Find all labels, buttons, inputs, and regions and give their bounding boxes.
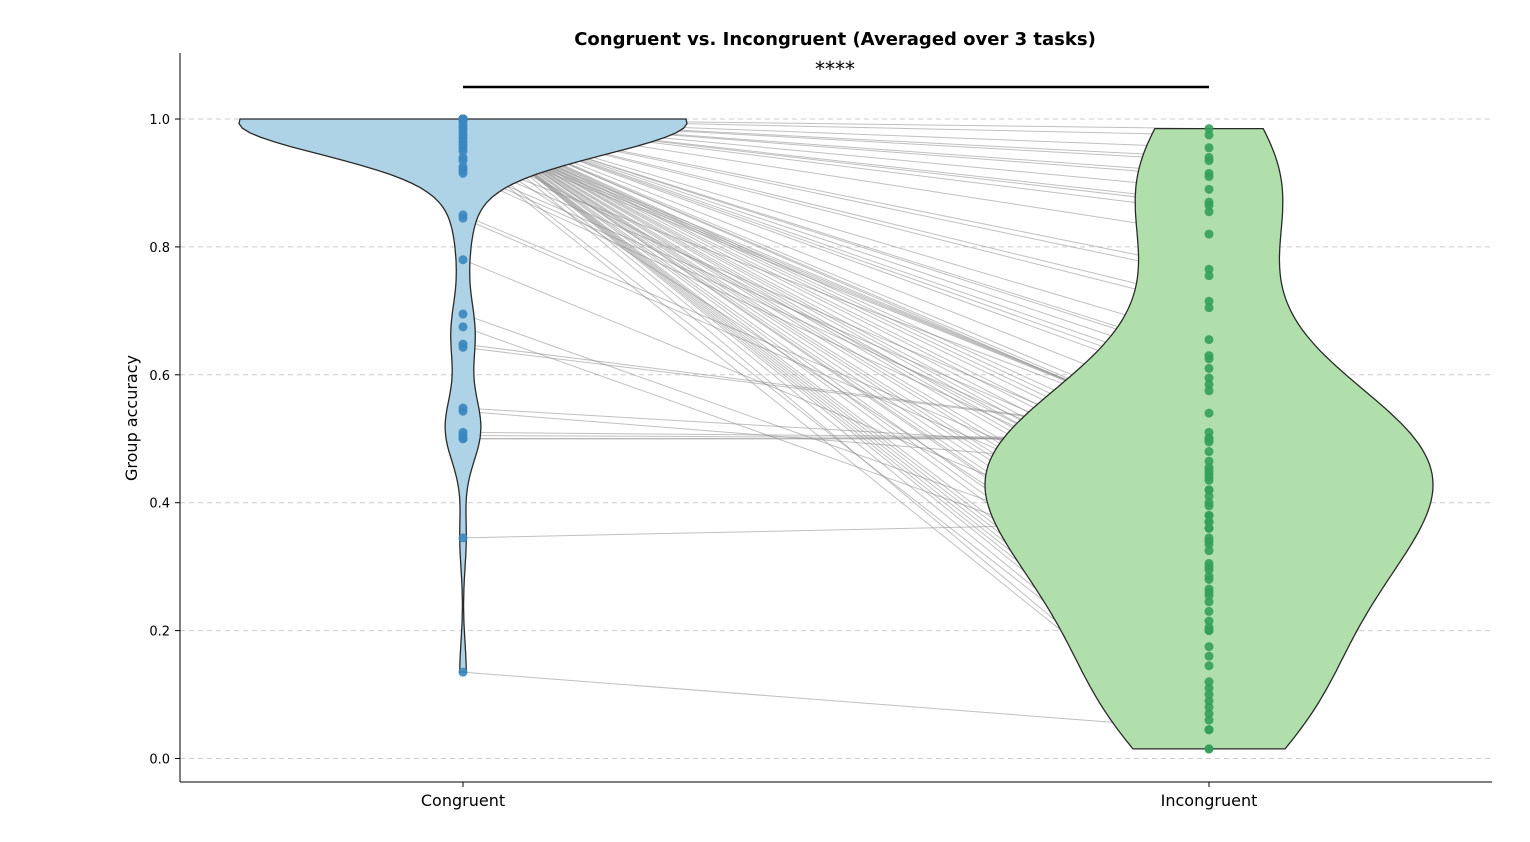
point-incongruent (1204, 536, 1214, 546)
pair-line (462, 118, 1210, 385)
point-incongruent (1204, 510, 1214, 520)
axes (175, 53, 1492, 787)
point-incongruent (1204, 606, 1214, 616)
pair-line (462, 118, 1210, 392)
point-incongruent (1204, 156, 1214, 166)
pair-line (462, 118, 1210, 369)
point-incongruent (1204, 491, 1214, 501)
point-incongruent (1204, 447, 1214, 457)
pair-line (462, 671, 1210, 731)
point-congruent (458, 342, 468, 352)
point-incongruent (1204, 597, 1214, 607)
point-incongruent (1204, 725, 1214, 735)
point-incongruent (1204, 264, 1214, 274)
point-congruent (458, 146, 468, 156)
point-incongruent (1204, 427, 1214, 437)
point-incongruent (1204, 546, 1214, 556)
point-incongruent (1204, 379, 1214, 389)
point-congruent (458, 667, 468, 677)
point-congruent (458, 406, 468, 416)
point-incongruent (1204, 498, 1214, 508)
point-incongruent (1204, 229, 1214, 239)
point-incongruent (1204, 651, 1214, 661)
point-incongruent (1204, 485, 1214, 495)
point-incongruent (1204, 616, 1214, 626)
point-incongruent (1204, 143, 1214, 153)
point-incongruent (1204, 574, 1214, 584)
violin-congruent (238, 118, 688, 673)
pair-line (462, 118, 1210, 379)
significance-label: **** (815, 57, 855, 81)
point-incongruent (1204, 517, 1214, 527)
point-incongruent (1204, 642, 1214, 652)
point-congruent (458, 255, 468, 265)
y-tick-label: 0.0 (149, 753, 170, 768)
x-tick-label-congruent: Congruent (421, 791, 505, 810)
point-incongruent (1204, 587, 1214, 597)
point-incongruent (1204, 715, 1214, 725)
point-congruent (458, 213, 468, 223)
y-axis-label: Group accuracy (122, 355, 141, 481)
point-congruent (458, 322, 468, 332)
point-incongruent (1204, 172, 1214, 182)
point-congruent (458, 156, 468, 166)
data-points (458, 114, 1214, 754)
point-incongruent (1204, 661, 1214, 671)
y-tick-label: 0.8 (149, 241, 170, 256)
y-tick-label: 0.4 (149, 497, 170, 512)
point-incongruent (1204, 683, 1214, 693)
point-incongruent (1204, 677, 1214, 687)
point-congruent (458, 168, 468, 178)
point-congruent (458, 434, 468, 444)
y-tick-label: 1.0 (149, 113, 170, 128)
point-incongruent (1204, 363, 1214, 373)
point-incongruent (1204, 696, 1214, 706)
tick-labels: 0.0 0.2 0.4 0.6 0.8 1.0 Congruent Incongruent (149, 113, 1257, 810)
point-incongruent (1204, 562, 1214, 572)
point-incongruent (1204, 184, 1214, 194)
y-tick-label: 0.2 (149, 625, 170, 640)
point-incongruent (1204, 466, 1214, 476)
point-incongruent (1204, 702, 1214, 712)
point-incongruent (1204, 456, 1214, 466)
point-incongruent (1204, 303, 1214, 313)
point-incongruent (1204, 709, 1214, 719)
point-incongruent (1204, 296, 1214, 306)
point-incongruent (1204, 271, 1214, 281)
point-incongruent (1204, 744, 1214, 754)
point-incongruent (1204, 690, 1214, 700)
point-congruent (458, 309, 468, 319)
point-incongruent (1204, 386, 1214, 396)
point-incongruent (1204, 434, 1214, 444)
x-tick-label-incongruent: Incongruent (1161, 791, 1258, 810)
point-incongruent (1204, 200, 1214, 210)
point-incongruent (1204, 130, 1214, 140)
point-incongruent (1204, 523, 1214, 533)
y-tick-label: 0.6 (149, 369, 170, 384)
point-congruent (458, 533, 468, 543)
chart-title: Congruent vs. Incongruent (Averaged over… (574, 29, 1096, 50)
point-incongruent (1204, 472, 1214, 482)
point-incongruent (1204, 626, 1214, 636)
point-incongruent (1204, 354, 1214, 364)
point-incongruent (1204, 124, 1214, 134)
point-incongruent (1204, 408, 1214, 418)
point-incongruent (1204, 373, 1214, 383)
point-incongruent (1204, 335, 1214, 345)
point-incongruent (1204, 207, 1214, 217)
